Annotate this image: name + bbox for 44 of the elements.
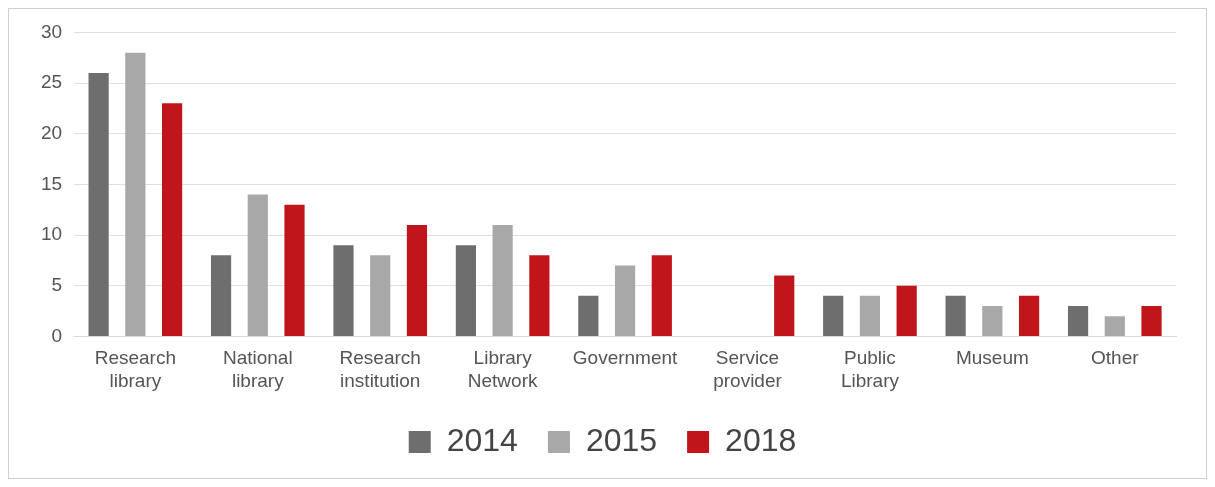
x-tick-label: Service provider (713, 347, 783, 391)
bar (88, 72, 109, 336)
bar (1018, 295, 1040, 336)
bar (859, 295, 881, 336)
y-tick-label: 5 (51, 273, 63, 295)
x-tick-label: Public Library (840, 347, 900, 391)
bar (774, 275, 795, 336)
bar (455, 245, 477, 336)
bar (247, 194, 268, 336)
bar (823, 295, 844, 336)
x-tick-label: Museum (955, 347, 1029, 369)
bar (896, 285, 917, 336)
legend-label: 2018 (725, 421, 797, 458)
y-tick-label: 20 (40, 121, 63, 143)
bar (651, 255, 672, 336)
bar (125, 52, 146, 336)
y-tick-label: 30 (40, 20, 63, 42)
bar (284, 204, 305, 336)
bar (370, 255, 391, 336)
bar (161, 103, 183, 336)
bar (578, 295, 599, 336)
bar (492, 224, 513, 336)
bar (1141, 306, 1162, 336)
bar (945, 295, 966, 336)
y-tick-label: 0 (51, 324, 63, 346)
y-tick-label: 25 (40, 71, 63, 93)
legend-label: 2015 (585, 421, 658, 458)
x-tick-label: Research library (94, 347, 177, 391)
bar (1104, 316, 1125, 336)
bar (406, 224, 428, 336)
bar (614, 265, 636, 336)
x-tick-label: National library (222, 347, 293, 391)
y-tick-label: 10 (40, 223, 63, 245)
x-tick-label: Research institution (339, 347, 421, 391)
bar (529, 255, 550, 336)
y-tick-label: 15 (40, 172, 63, 194)
bar (1067, 306, 1089, 336)
legend-label: 2014 (446, 421, 518, 458)
bar (333, 245, 354, 336)
x-tick-label: Other (1091, 347, 1140, 369)
x-tick-label: Library Network (467, 347, 538, 391)
bar (210, 255, 232, 336)
bar (982, 306, 1003, 336)
x-tick-label: Government (572, 347, 679, 369)
